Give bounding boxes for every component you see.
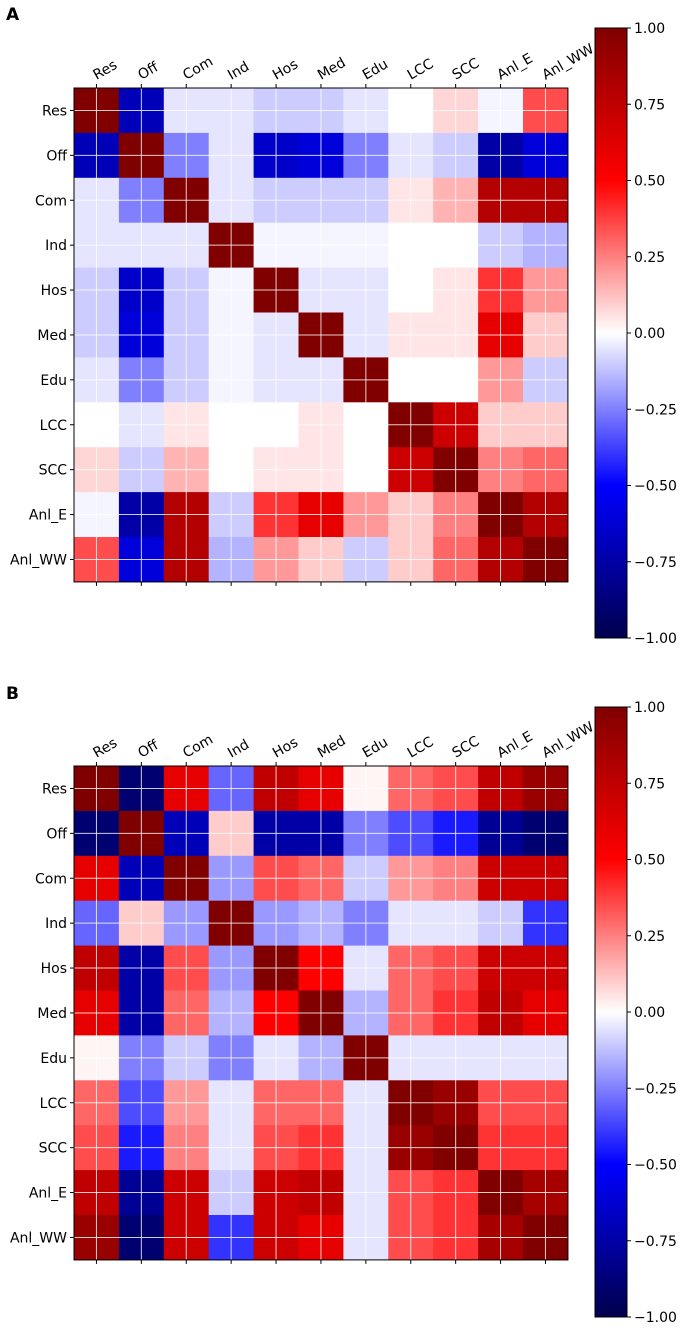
x-tick-label: Off: [135, 59, 161, 83]
colorbar: [594, 706, 628, 1318]
y-tick-label: Med: [37, 1006, 67, 1022]
colorbar-tick-label: 0.75: [634, 97, 665, 113]
y-tick-label: Hos: [41, 961, 67, 977]
colorbar-tick-label: −1.00: [634, 1310, 677, 1326]
x-tick-label: Edu: [360, 734, 391, 761]
y-tick-label: Hos: [41, 283, 67, 299]
y-tick-label: LCC: [40, 1096, 68, 1112]
x-tick-label: Res: [90, 57, 120, 83]
x-tick-label: Hos: [270, 56, 301, 83]
colorbar-tick-label: 0.75: [634, 776, 665, 792]
colorbar-tick-label: −0.75: [634, 555, 677, 571]
y-tick-label: Anl_WW: [10, 1230, 67, 1246]
colorbar-tick-label: 0.00: [634, 1005, 665, 1021]
y-tick-label: SCC: [39, 463, 68, 479]
colorbar: [594, 27, 628, 639]
x-tick-label: Med: [315, 55, 349, 84]
x-tick-label: Anl_E: [495, 729, 536, 762]
x-tick-label: Ind: [225, 737, 252, 762]
x-tick-label: Hos: [270, 734, 301, 761]
y-tick-label: Med: [37, 328, 67, 344]
x-tick-label: LCC: [405, 734, 437, 762]
x-tick-label: Anl_WW: [539, 719, 597, 761]
colorbar-tick-label: −0.25: [634, 402, 677, 418]
colorbar-tick-label: 1.00: [634, 21, 665, 37]
colorbar-tick-label: 0.00: [634, 326, 665, 342]
x-tick-label: SCC: [450, 733, 483, 761]
heatmap-panel-b: Res Off Com Ind Hos Med Edu LCC SCC Anl_E Anl_WWRe…: [10, 700, 677, 1326]
y-tick-label: Ind: [45, 916, 67, 932]
colorbar-tick-label: 0.50: [634, 174, 665, 190]
y-tick-label: Com: [35, 871, 67, 887]
panel-a-label: A: [6, 5, 20, 25]
x-tick-label: Ind: [225, 59, 252, 84]
y-tick-label: Anl_E: [29, 1186, 67, 1202]
y-tick-label: SCC: [39, 1141, 68, 1157]
x-tick-label: Off: [135, 737, 161, 761]
y-tick-label: Edu: [40, 1051, 67, 1067]
x-tick-label: Res: [90, 735, 120, 761]
x-tick-label: Com: [180, 54, 216, 84]
x-tick-label: Com: [180, 732, 216, 762]
colorbar-tick-label: 0.25: [634, 250, 665, 266]
colorbar-tick-label: −0.25: [634, 1081, 677, 1097]
colorbar-tick-label: −0.50: [634, 1158, 677, 1174]
y-tick-label: Ind: [45, 238, 67, 254]
colorbar-tick-label: 0.50: [634, 853, 665, 869]
colorbar-tick-label: −1.00: [634, 631, 677, 647]
y-tick-label: Anl_WW: [10, 552, 67, 568]
y-tick-label: Off: [46, 148, 67, 164]
y-tick-label: LCC: [40, 418, 68, 434]
panel-b-label: B: [6, 684, 19, 704]
y-tick-label: Res: [42, 781, 67, 797]
x-tick-label: LCC: [405, 56, 437, 84]
y-tick-label: Off: [46, 826, 67, 842]
colorbar-tick-label: −0.50: [634, 479, 677, 495]
y-tick-label: Res: [42, 103, 67, 119]
x-tick-label: Anl_WW: [539, 41, 597, 83]
colorbar-tick-label: 1.00: [634, 700, 665, 716]
x-tick-label: Edu: [360, 56, 391, 83]
y-tick-label: Com: [35, 193, 67, 209]
y-tick-label: Anl_E: [29, 508, 67, 524]
colorbar-tick-label: −0.75: [634, 1234, 677, 1250]
x-tick-label: SCC: [450, 55, 483, 83]
heatmap-panel-a: Res Off Com Ind Hos Med Edu LCC SCC Anl_E Anl_WWRe…: [10, 21, 677, 647]
x-tick-label: Med: [315, 733, 349, 762]
y-tick-label: Edu: [40, 373, 67, 389]
colorbar-tick-label: 0.25: [634, 929, 665, 945]
x-tick-label: Anl_E: [495, 51, 536, 84]
